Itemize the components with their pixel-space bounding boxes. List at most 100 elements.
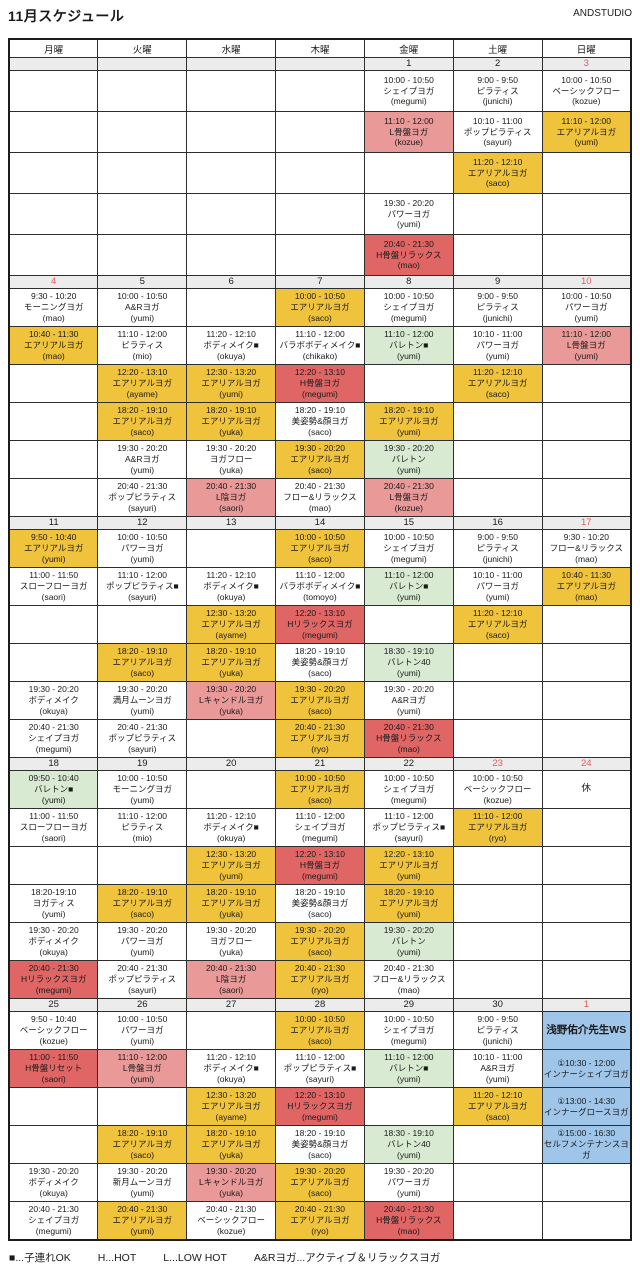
class-name: エアリアルヨガ [556,126,616,137]
class-name: 浅野佑介先生WS [546,1023,627,1036]
class-cell: 10:00 - 10:50 シェイプヨガ (megumi) [363,529,454,568]
class-cell: 20:40 - 21:30 エアリアルヨガ (ryo) [275,1201,365,1241]
empty-cell [8,1087,99,1126]
class-teacher: (mio) [132,350,152,361]
class-name: Hリラックスヨガ [20,974,87,985]
class-time: 19:30 - 20:20 [383,197,434,208]
class-cell: 9:30 - 10:20 フロー&リラックス (mao) [541,529,632,568]
class-time: 10:00 - 10:50 [383,74,434,85]
class-teacher: (yumi) [396,667,421,678]
day-header: 水曜 [186,38,277,58]
date-cell: 27 [186,998,277,1012]
class-time: 20:40 - 21:30 [383,1204,434,1215]
empty-cell [452,922,543,961]
class-cell: 18:20 - 19:10 エアリアルヨガ (yuka) [186,402,277,441]
class-name: ピラティス [476,302,519,313]
class-teacher: (mao) [397,743,420,754]
class-time: 20:40 - 21:30 [117,1204,168,1215]
empty-cell [452,1125,543,1164]
class-time: 11:10 - 12:00 [117,1052,167,1063]
class-time: ①15:00 - 16:30 [557,1128,616,1139]
class-time: 19:30 - 20:20 [294,684,345,695]
class-time: 11:10 - 12:00 [295,570,345,581]
date-cell: 22 [363,757,454,771]
class-teacher: (saco) [485,629,510,640]
class-time: 20:40 - 21:30 [294,963,345,974]
class-name: 美姿勢&顔ヨガ [291,416,349,427]
class-name: シェイプヨガ [294,822,346,833]
class-name: インナーグロースヨガ [543,1106,629,1117]
class-time: 12:20 - 13:10 [117,367,168,378]
class-time: 20:40 - 21:30 [206,963,257,974]
class-teacher: (yuka) [219,946,243,957]
class-time: ①13:00 - 14:30 [557,1095,616,1106]
class-teacher: (junichi) [482,553,513,564]
date-cell: 18 [8,757,99,771]
date-cell: 13 [186,516,277,530]
empty-cell [452,440,543,479]
class-teacher: (saco) [308,553,332,564]
class-cell: 10:00 - 10:50 エアリアルヨガ (saco) [275,770,365,809]
class-teacher: (yuka) [219,705,243,716]
class-teacher: (ayame) [215,629,247,640]
empty-cell [8,440,99,479]
class-teacher: (saori) [41,591,66,602]
class-teacher: (megumi) [302,388,338,399]
class-name: シェイプヨガ [383,85,435,96]
class-cell: 11:10 - 12:00 エアリアルヨガ (yumi) [541,111,632,153]
class-teacher: (okuya) [216,1073,246,1084]
class-time: 19:30 - 20:20 [28,684,79,695]
class-teacher: (yumi) [574,137,599,148]
empty-cell [452,719,543,758]
class-teacher: (yumi) [396,464,421,475]
class-time: 19:30 - 20:20 [206,443,257,454]
class-teacher: (yumi) [130,1225,155,1236]
class-name: パワーヨガ [121,1025,164,1036]
class-time: 10:00 - 10:50 [561,74,612,85]
class-name: エアリアルヨガ [112,1215,172,1226]
class-teacher: (saco) [308,1149,332,1160]
class-time: 10:00 - 10:50 [294,532,345,543]
class-time: 18:20 - 19:10 [294,1128,345,1139]
empty-cell [452,643,543,682]
class-teacher: (okuya) [216,591,246,602]
class-cell: 10:10 - 11:00 ポップピラティス (sayuri) [452,111,543,153]
class-name: エアリアルヨガ [201,619,261,630]
empty-cell [541,440,632,479]
class-cell: 19:30 - 20:20 エアリアルヨガ (saco) [275,1163,365,1202]
class-cell: 19:30 - 20:20 ヨガフロー (yuka) [186,440,277,479]
empty-cell [8,1125,99,1164]
class-name: エアリアルヨガ [290,1215,350,1226]
class-name: パワーヨガ [565,302,608,313]
class-cell: 10:00 - 10:50 シェイプヨガ (megumi) [363,288,454,327]
class-cell: 11:20 - 12:10 エアリアルヨガ (saco) [452,364,543,403]
class-name: エアリアルヨガ [112,657,172,668]
class-time: 19:30 - 20:20 [294,443,345,454]
empty-cell [452,402,543,441]
class-time: 9:00 - 9:50 [477,291,518,302]
class-name: バラボボディメイク■ [279,340,361,351]
class-time: 9:30 - 10:20 [563,532,609,543]
class-name: H骨盤リラックス [376,249,442,260]
class-name: エアリアルヨガ [290,302,350,313]
class-teacher: (yumi) [219,870,243,881]
class-teacher: (kozue) [572,96,601,107]
class-time: 18:20 - 19:10 [383,887,434,898]
class-time: 10:10 - 11:00 [472,570,523,581]
empty-cell [452,884,543,923]
class-teacher: (yuka) [219,464,243,475]
class-teacher: (yumi) [396,908,421,919]
class-teacher: (yumi) [396,1073,421,1084]
class-name: ピラティス [476,85,519,96]
class-name: スローフローヨガ [19,581,88,592]
class-cell: 18:20 - 19:10 美姿勢&顔ヨガ (saco) [275,1125,365,1164]
class-cell: 20:40 - 21:30 L陰ヨガ (saori) [186,478,277,517]
class-time: 10:00 - 10:50 [117,291,168,302]
class-teacher: (mao) [308,502,332,513]
class-cell: ①13:00 - 14:30 インナーグロースヨガ [541,1087,632,1126]
class-time: 9:00 - 9:50 [477,74,518,85]
class-cell: 20:40 - 21:30 H骨盤リラックス (mao) [363,1201,454,1241]
class-teacher: (yumi) [130,464,155,475]
class-teacher: (megumi) [302,629,338,640]
class-time: 19:30 - 20:20 [383,443,434,454]
